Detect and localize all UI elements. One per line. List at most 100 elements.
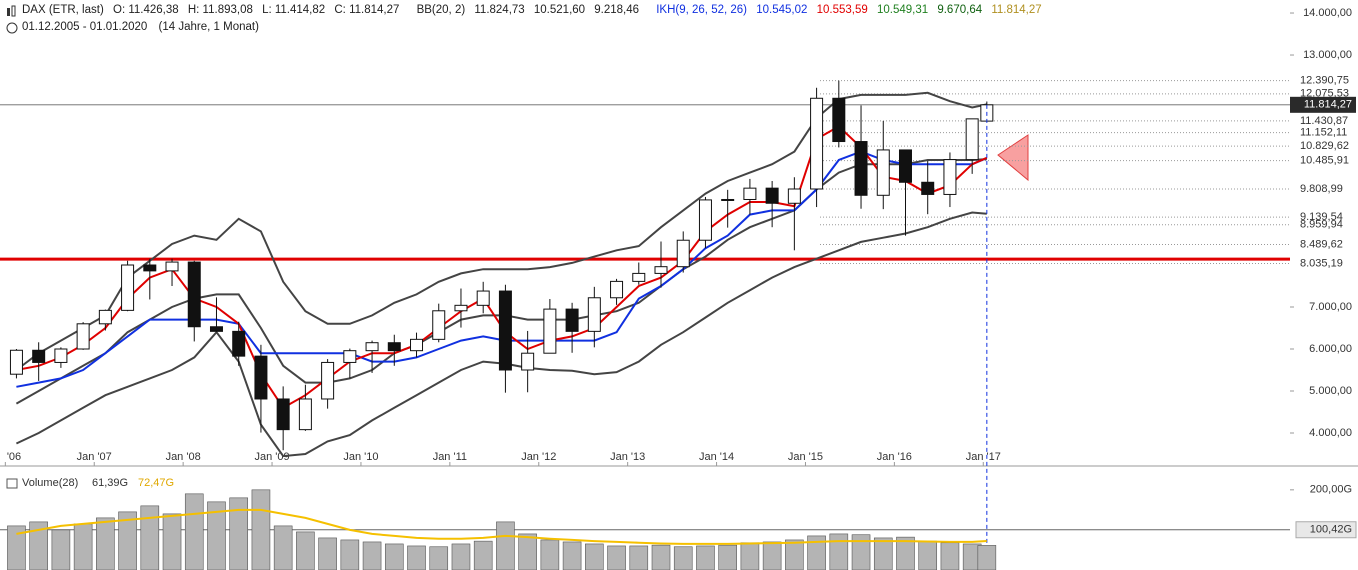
candle-body — [587, 297, 601, 332]
volume-last: 61,39G — [92, 477, 128, 489]
x-tick-label: Jan '08 — [166, 451, 201, 463]
y-tick-label: 7.000,00 — [1309, 301, 1352, 313]
volume-bar — [829, 533, 849, 570]
ohlc: C: 11.814,27 — [334, 4, 400, 16]
candle-body — [787, 188, 801, 204]
candle-body — [898, 149, 912, 183]
level-label: 9.139,54 — [1300, 211, 1343, 223]
volume-bar — [407, 545, 426, 570]
volume-title: Volume(28) — [22, 477, 78, 489]
volume-bar — [851, 534, 871, 570]
volume-bar — [718, 544, 737, 570]
level-label: 10.829,62 — [1300, 140, 1349, 152]
volume-bar — [451, 543, 471, 570]
ikh-label: IKH(9, 26, 52, 26) — [656, 4, 748, 16]
x-tick-label: Jan '14 — [699, 451, 734, 463]
volume-bar — [251, 489, 271, 570]
level-label: 9.808,99 — [1300, 183, 1343, 195]
volume-bar — [229, 497, 249, 570]
y-tick-label: 4.000,00 — [1309, 427, 1352, 439]
volume-bar — [96, 517, 115, 570]
x-tick-label: Jan '10 — [343, 451, 378, 463]
volume-bar — [384, 543, 404, 570]
bb-value: 9.218,46 — [594, 4, 640, 16]
x-tick-label: Jan '15 — [788, 451, 823, 463]
volume-bar — [429, 546, 449, 570]
range: 01.12.2005 - 01.01.2020 — [22, 21, 148, 33]
candle-body — [943, 159, 957, 195]
y-tick-label: 200,00G — [1310, 484, 1352, 496]
ikh-value: 10.549,31 — [876, 4, 929, 16]
candle-body — [276, 398, 290, 431]
level-label: 10.485,91 — [1300, 155, 1349, 167]
candle-body — [365, 342, 379, 352]
y-tick-label: 5.000,00 — [1309, 385, 1352, 397]
candle-body — [743, 187, 757, 200]
level-label: 12.390,75 — [1300, 75, 1349, 87]
current-label: 11.814,27 — [1304, 99, 1352, 111]
volume-bar — [918, 540, 938, 570]
candle-body — [565, 308, 579, 332]
current-box — [1290, 96, 1356, 113]
volume-bar — [629, 545, 649, 570]
x-tick-label: Jan '07 — [77, 451, 112, 463]
volume-bar — [518, 533, 537, 570]
volume-bar — [162, 513, 182, 570]
candle-body — [343, 350, 357, 363]
candle-body — [810, 97, 824, 190]
candle-body — [454, 304, 468, 312]
volume-bar — [296, 531, 315, 570]
ikh-value: 10.545,02 — [756, 4, 808, 16]
clock-icon — [6, 22, 18, 34]
candle-body — [143, 264, 157, 272]
candle-body — [721, 198, 735, 201]
volume-bar — [651, 544, 671, 570]
level-label: 8.489,62 — [1300, 238, 1343, 250]
candle-body — [9, 349, 23, 375]
candle-body — [321, 361, 335, 400]
volume-bar — [940, 542, 960, 570]
candle-body — [476, 290, 490, 306]
volume-bar — [673, 546, 693, 570]
volume-bar — [496, 521, 515, 570]
candle-body — [832, 97, 846, 143]
ohlc: H: 11.893,08 — [187, 4, 253, 16]
signal-triangle — [997, 134, 1029, 182]
x-tick-label: Jan '17 — [966, 451, 1001, 463]
volume-panel: Volume(28) 61,39G 72,47G 200,00G 100,42G — [0, 477, 1357, 570]
volume-bar — [7, 525, 26, 570]
volume-bar — [318, 537, 337, 570]
x-tick-label: '06 — [7, 451, 21, 463]
volume-level-label: 100,42G — [1310, 524, 1352, 536]
candle-body — [876, 149, 890, 196]
candle-body — [232, 330, 246, 357]
candle-body — [121, 264, 135, 311]
candle-body — [54, 348, 68, 363]
candle-body — [76, 323, 90, 350]
volume-bar — [762, 541, 782, 570]
price-panel: 14.000,00 13.000,00 7.000,00 6.000,00 5.000,… — [0, 7, 1356, 570]
ohlc: O: 11.426,38 — [113, 4, 179, 16]
candle-body — [187, 261, 201, 328]
volume-bar — [540, 539, 560, 570]
candle-body — [654, 266, 668, 274]
candle-body — [298, 398, 312, 431]
volume-bar — [273, 525, 293, 570]
candle-body — [98, 309, 112, 325]
volume-bar — [607, 545, 626, 570]
volume-bar — [977, 545, 997, 570]
level-label: 11.152,11 — [1300, 127, 1347, 139]
x-tick-label: Jan '13 — [610, 451, 645, 463]
candle-body — [698, 199, 712, 241]
candle-body — [543, 308, 557, 354]
candle-body — [165, 261, 179, 272]
volume-bar — [184, 493, 204, 570]
candle-body — [521, 352, 535, 371]
symbol: DAX (ETR, last) — [22, 4, 104, 16]
candle-body — [765, 187, 779, 204]
bb-value: 11.824,73 — [474, 4, 525, 16]
icon — [7, 8, 10, 16]
candle-body — [921, 181, 935, 195]
level-label: 12.075,53 — [1300, 88, 1349, 100]
